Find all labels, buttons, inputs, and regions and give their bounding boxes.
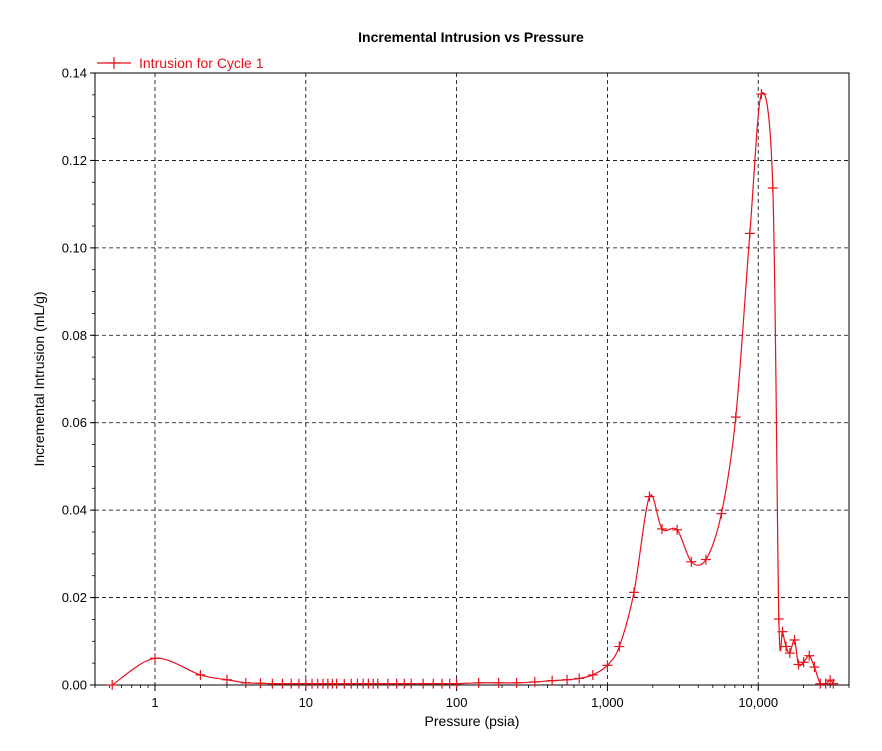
x-tick-label: 1,000 bbox=[591, 695, 624, 710]
data-point bbox=[511, 677, 522, 688]
data-point bbox=[700, 554, 711, 565]
data-point bbox=[382, 678, 393, 689]
data-point bbox=[744, 228, 755, 239]
data-point bbox=[428, 678, 439, 689]
data-point bbox=[372, 678, 383, 689]
data-point bbox=[150, 653, 161, 664]
data-point bbox=[547, 675, 558, 686]
data-point bbox=[789, 634, 800, 645]
series-group bbox=[107, 88, 839, 690]
data-point bbox=[255, 678, 266, 689]
data-point bbox=[406, 678, 417, 689]
gridlines bbox=[95, 73, 849, 685]
data-point bbox=[784, 648, 795, 659]
data-point bbox=[267, 678, 278, 689]
data-point bbox=[777, 626, 788, 637]
data-point bbox=[686, 556, 697, 567]
x-tick-label: 10,000 bbox=[738, 695, 778, 710]
data-point bbox=[195, 669, 206, 680]
data-point bbox=[493, 677, 504, 688]
y-tick-label: 0.10 bbox=[62, 240, 87, 255]
data-point bbox=[277, 678, 288, 689]
x-tick-label: 100 bbox=[446, 695, 468, 710]
x-tick-label: 10 bbox=[299, 695, 313, 710]
plot-frame bbox=[94, 72, 850, 686]
x-tick-label: 1 bbox=[151, 695, 158, 710]
data-point bbox=[828, 678, 839, 689]
data-point bbox=[672, 524, 683, 535]
series-line bbox=[111, 92, 834, 686]
data-point bbox=[418, 678, 429, 689]
y-tick-label: 0.14 bbox=[62, 66, 87, 81]
data-point bbox=[107, 680, 118, 690]
y-axis: 0.00 0.02 0.04 0.06 0.08 0.10 0.12 0.14 bbox=[62, 66, 95, 693]
data-point bbox=[716, 508, 727, 519]
data-point bbox=[644, 491, 655, 502]
data-point bbox=[656, 523, 667, 534]
legend-label: Intrusion for Cycle 1 bbox=[139, 55, 264, 71]
data-point bbox=[767, 182, 778, 193]
x-axis-label: Pressure (psia) bbox=[425, 713, 520, 729]
data-point bbox=[756, 88, 767, 99]
y-tick-label: 0.12 bbox=[62, 153, 87, 168]
data-point bbox=[628, 587, 639, 598]
y-tick-label: 0.06 bbox=[62, 415, 87, 430]
y-tick-label: 0.02 bbox=[62, 590, 87, 605]
data-point bbox=[614, 641, 625, 652]
y-tick-label: 0.04 bbox=[62, 503, 87, 518]
x-axis: 1 10 100 1,000 10,000 bbox=[94, 685, 850, 710]
data-point bbox=[781, 641, 792, 652]
legend: Intrusion for Cycle 1 bbox=[97, 55, 264, 71]
data-point bbox=[574, 673, 585, 684]
data-point bbox=[562, 674, 573, 685]
data-point bbox=[602, 660, 613, 671]
y-tick-label: 0.00 bbox=[62, 678, 87, 693]
data-point bbox=[451, 678, 462, 689]
data-point bbox=[793, 659, 804, 670]
data-point bbox=[773, 613, 784, 624]
data-point bbox=[809, 662, 820, 673]
data-point bbox=[798, 657, 809, 668]
data-point bbox=[587, 669, 598, 680]
data-point bbox=[529, 676, 540, 687]
y-tick-label: 0.08 bbox=[62, 328, 87, 343]
data-point bbox=[730, 412, 741, 423]
data-point bbox=[221, 674, 232, 685]
y-axis-label: Incremental Intrusion (mL/g) bbox=[31, 291, 47, 466]
chart-title: Incremental Intrusion vs Pressure bbox=[358, 29, 584, 45]
data-point bbox=[804, 650, 815, 661]
data-point bbox=[240, 677, 251, 688]
data-point bbox=[473, 677, 484, 688]
